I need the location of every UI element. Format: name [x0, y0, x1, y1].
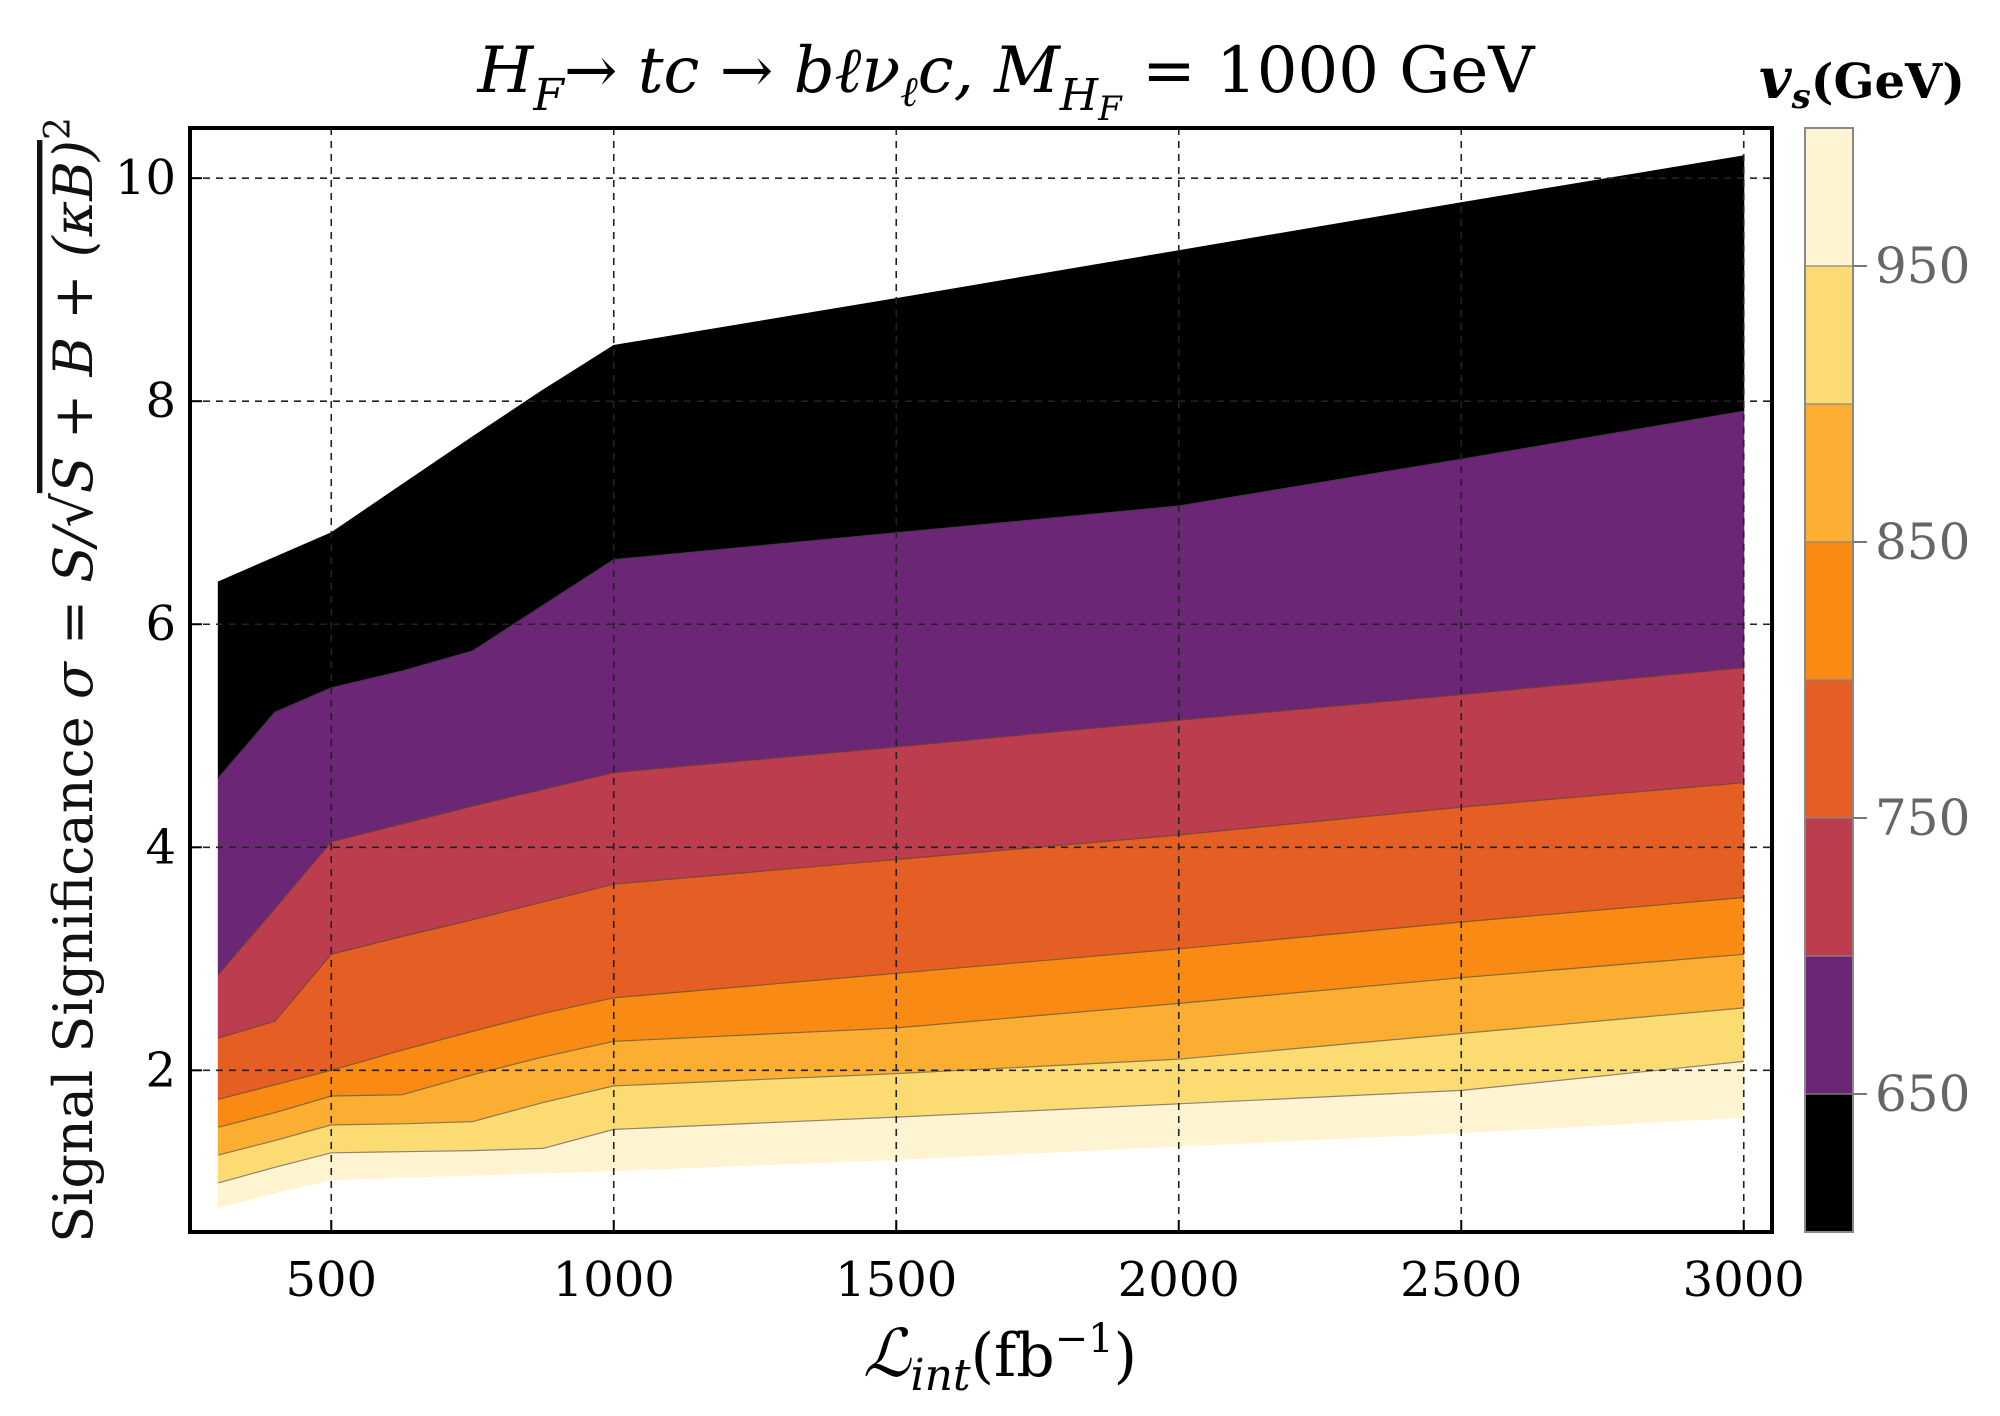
- y-tick-label-8: 8: [145, 373, 176, 429]
- colorbar-title-sub: s: [1791, 77, 1811, 117]
- y-tick-label-4: 4: [145, 819, 176, 875]
- title-main-sub: F: [532, 70, 565, 121]
- contour-line-750: [218, 782, 1744, 1039]
- colorbar-swatch-2: [1805, 818, 1853, 956]
- colorbar-swatch-3: [1805, 680, 1853, 818]
- axis-ticks: 500 1000 1500 2000 2500 3000 2 4 6 8 10: [115, 150, 1805, 1308]
- colorbar-swatch-0: [1805, 1094, 1853, 1232]
- colorbar-swatch-5: [1805, 404, 1853, 542]
- colorbar-tick-label-750: 750: [1875, 789, 1970, 847]
- title-reaction: → tc → bℓν: [564, 34, 900, 108]
- xlabel-exp: −1: [1055, 1316, 1114, 1362]
- colorbar: 650 750 850 950: [1804, 127, 1970, 1233]
- contour-line-950: [218, 1060, 1744, 1184]
- y-tick-label-6: 6: [145, 596, 176, 652]
- title-value: = 1000 GeV: [1122, 34, 1537, 108]
- ylabel-radical: √: [42, 493, 105, 528]
- title-m-subsub: F: [1097, 89, 1123, 129]
- svg-text:Signal Significance σ = S/√S +: Signal Significance σ = S/√S + B + (κB)2: [38, 117, 105, 1243]
- x-tick-label-2000: 2000: [1118, 1252, 1240, 1308]
- colorbar-tick-label-850: 850: [1875, 513, 1970, 571]
- chart-title: HF→ tc → bℓνℓc, MHF = 1000 GeV: [477, 34, 1537, 129]
- colorbar-swatch-6: [1805, 266, 1853, 404]
- colorbar-frame: [1804, 127, 1854, 1233]
- colorbar-title: vs(GeV): [1759, 46, 1965, 117]
- xlabel-main: ℒ: [863, 1315, 912, 1392]
- colorbar-tick-label-650: 650: [1875, 1065, 1970, 1123]
- colorbar-swatch-4: [1805, 542, 1853, 680]
- title-m-sub: H: [1059, 70, 1100, 121]
- x-tick-label-2500: 2500: [1400, 1252, 1522, 1308]
- contour-line-650: [217, 410, 1744, 779]
- contour-line-850: [218, 953, 1744, 1128]
- x-tick-label-1500: 1500: [835, 1252, 957, 1308]
- y-tick-label-2: 2: [145, 1042, 176, 1098]
- contour-line-800: [218, 896, 1744, 1100]
- title-nu-sub: ℓ: [900, 67, 918, 116]
- x-tick-label-3000: 3000: [1683, 1252, 1805, 1308]
- xlabel-close: ): [1114, 1321, 1137, 1391]
- y-axis-label: Signal Significance σ = S/√S + B + (κB)2: [38, 117, 105, 1243]
- xlabel-sub: int: [911, 1350, 971, 1401]
- colorbar-swatch-7: [1805, 128, 1853, 266]
- plot-frame: [188, 126, 1774, 1234]
- xlabel-unit: (fb: [971, 1321, 1055, 1391]
- ylabel-prefix: Signal Significance: [42, 699, 105, 1243]
- title-c: c, M: [918, 34, 1062, 108]
- colorbar-title-unit: (GeV): [1811, 54, 1965, 110]
- colorbar-tick-label-950: 950: [1875, 237, 1970, 295]
- ylabel-sigma: σ = S/: [42, 523, 105, 699]
- x-tick-label-500: 500: [285, 1252, 377, 1308]
- colorbar-title-main: v: [1759, 46, 1793, 112]
- ylabel-exp: 2: [38, 117, 79, 140]
- ylabel-radicand: S + B + (κB): [42, 140, 105, 493]
- grid-lines: [190, 128, 1772, 1232]
- contour-line-900: [218, 1007, 1744, 1156]
- plot-area: [217, 155, 1745, 1209]
- y-tick-label-10: 10: [115, 150, 176, 206]
- contour-line-700: [217, 667, 1744, 975]
- x-tick-label-1000: 1000: [553, 1252, 675, 1308]
- x-axis-label: ℒint(fb−1): [863, 1315, 1137, 1401]
- colorbar-swatch-1: [1805, 956, 1853, 1094]
- title-main: H: [477, 34, 535, 108]
